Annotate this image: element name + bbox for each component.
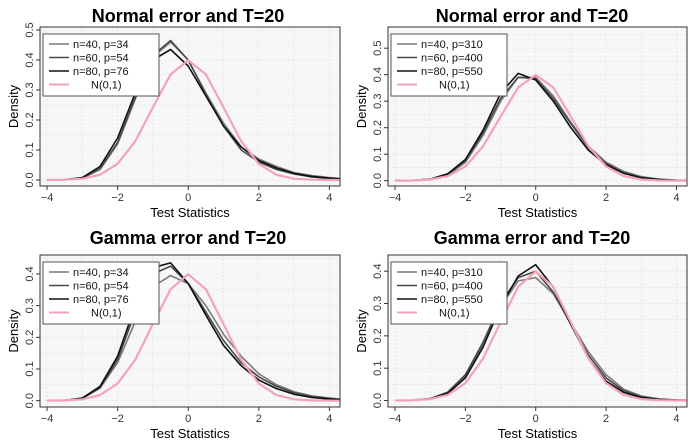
series-line-3 [47,262,341,402]
x-tick-label: 2 [256,413,262,425]
x-tick-label: 0 [185,413,191,425]
x-tick-label: −4 [389,192,402,204]
y-tick-label: 0.0 [24,393,36,408]
panel-1: −4 −2 0 2 4 0.0 0.1 0.2 0.3 0.4 0.5 Normal error an… [6,6,341,220]
legend-label: n=40, p=310 [421,267,483,279]
y-tick-label: 0.4 [24,52,36,67]
x-axis-label: Test Statistics [498,205,578,220]
legend-label: N(0,1) [91,80,122,92]
legend-label: n=80, p=76 [73,66,129,78]
y-tick-label: 0.4 [24,266,36,281]
y-tick-label: 0.1 [24,361,36,376]
series-line-3 [47,48,341,181]
x-axis-label: Test Statistics [150,205,230,220]
y-axis-label: Density [6,309,21,353]
y-tick-label: 0.1 [24,142,36,157]
x-axis-label: Test Statistics [150,426,230,441]
y-tick-label: 0.5 [372,41,384,56]
series-line-4 [47,59,340,182]
series-line-2 [394,270,688,402]
chart-title: Gamma error and T=20 [434,228,631,248]
y-tick-label: 0.1 [372,361,384,376]
series-line-3 [394,72,688,182]
x-tick-label: 4 [673,192,679,204]
x-tick-label: −2 [111,413,124,425]
x-axis-label: Test Statistics [498,426,578,441]
legend-label: n=80, p=76 [73,294,129,306]
y-tick-label: 0.0 [24,172,36,187]
chart-title: Normal error and T=20 [436,6,629,26]
y-axis-label: Density [354,309,369,353]
x-tick-label: 2 [603,413,609,425]
y-axis-label: Density [354,84,369,128]
y-tick-label: 0.0 [372,393,384,408]
x-tick-label: −2 [459,192,472,204]
plot-border [39,254,341,408]
x-tick-label: −4 [389,413,402,425]
y-tick-label: 0.4 [372,264,384,279]
series-line-4 [394,270,687,402]
series-line-3 [394,263,688,402]
y-tick-label: 0.5 [24,22,36,37]
panel-4: −4 −2 0 2 4 0.0 0.1 0.2 0.3 0.4 Gamma error and T=… [354,228,688,441]
x-tick-label: 0 [533,413,539,425]
x-tick-label: 0 [533,192,539,204]
x-tick-label: −4 [41,192,54,204]
legend-label: n=80, p=550 [421,66,483,78]
x-tick-label: 2 [603,192,609,204]
chart-title: Gamma error and T=20 [90,228,287,248]
legend-label: n=40, p=34 [73,267,129,279]
y-tick-label: 0.2 [24,330,36,345]
legend-label: N(0,1) [439,308,470,320]
y-tick-label: 0.3 [372,94,384,109]
plot-border [387,26,688,187]
legend-label: n=80, p=550 [421,294,483,306]
y-tick-label: 0.3 [24,82,36,97]
legend: n=40, p=34 n=60, p=54n=80, p=76 N(0,1) [42,33,160,97]
legend-label: n=60, p=54 [73,53,129,65]
x-tick-label: 4 [673,413,679,425]
y-tick-label: 0.4 [372,67,384,82]
series-line-4 [394,73,687,182]
x-tick-label: −2 [111,192,124,204]
legend-label: n=40, p=310 [421,39,483,51]
series-line-4 [47,273,341,402]
x-tick-label: 2 [256,192,262,204]
y-tick-label: 0.1 [372,147,384,162]
y-tick-label: 0.2 [372,120,384,135]
y-tick-label: 0.0 [372,173,384,188]
x-tick-label: −2 [459,413,472,425]
legend-label: n=40, p=34 [73,39,129,51]
y-tick-label: 0.3 [372,296,384,311]
x-tick-label: 4 [326,413,332,425]
plot-border [39,26,341,187]
legend-label: N(0,1) [91,308,122,320]
chart-title: Normal error and T=20 [92,6,285,26]
y-tick-label: 0.2 [24,112,36,127]
legend-label: n=60, p=400 [421,281,483,293]
y-axis-label: Density [6,84,21,128]
grid [388,27,687,186]
y-tick-label: 0.2 [372,328,384,343]
legend-label: n=60, p=54 [73,281,129,293]
x-tick-label: −4 [41,413,54,425]
panel-3: −4 −2 0 2 4 0.0 0.1 0.2 0.3 0.4 Gamma error and T=… [6,228,341,441]
legend-label: N(0,1) [439,80,470,92]
y-tick-label: 0.3 [24,298,36,313]
panel-2: −4 −2 0 2 4 0.0 0.1 0.2 0.3 0.4 0.5 Normal error an… [354,6,688,220]
x-tick-label: 4 [326,192,332,204]
legend: n=40, p=34 n=60, p=54n=80, p=76 N(0,1) [42,261,160,325]
x-tick-label: 0 [185,192,191,204]
plot-border [387,254,688,408]
legend-label: n=60, p=400 [421,53,483,65]
